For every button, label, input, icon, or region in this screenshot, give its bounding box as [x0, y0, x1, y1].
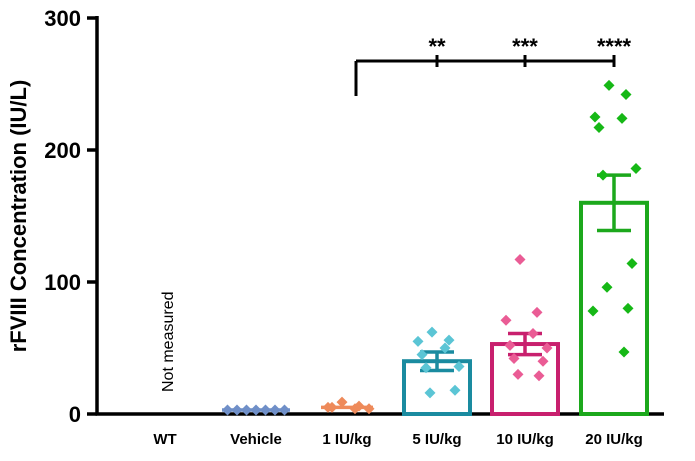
- x-tick-label: 20 IU/kg: [585, 431, 643, 448]
- data-point: [593, 122, 605, 134]
- data-point: [222, 404, 233, 416]
- data-point: [630, 162, 642, 174]
- data-point: [279, 404, 290, 416]
- data-point: [439, 342, 451, 354]
- data-point: [269, 404, 281, 416]
- data-point: [363, 403, 375, 415]
- y-axis: 0 100 200 300: [44, 6, 99, 427]
- y-axis-label: rFVIII Concentration (IU/L): [6, 80, 31, 353]
- x-tick-label: WT: [153, 431, 176, 448]
- data-point: [533, 370, 545, 382]
- data-point: [453, 360, 465, 372]
- significance-label: **: [428, 34, 446, 59]
- data-point: [597, 169, 609, 181]
- data-point: [603, 79, 615, 91]
- data-point: [250, 404, 262, 416]
- data-point: [349, 403, 361, 415]
- x-tick-label: 10 IU/kg: [496, 431, 554, 448]
- data-point: [620, 89, 632, 101]
- data-point: [504, 339, 516, 351]
- data-point: [626, 258, 638, 270]
- data-point: [541, 342, 553, 354]
- data-point: [416, 349, 428, 361]
- y-tick-label: 0: [69, 402, 81, 427]
- significance-label: ****: [597, 34, 632, 59]
- data-point: [420, 362, 432, 374]
- significance-label: ***: [512, 34, 538, 59]
- y-tick-label: 300: [44, 6, 81, 31]
- data-point: [231, 404, 243, 416]
- data-point: [443, 334, 455, 346]
- data-points: [222, 79, 642, 416]
- data-point: [426, 326, 438, 338]
- data-point: [508, 353, 520, 365]
- bars: [222, 173, 649, 417]
- x-tick-label: Vehicle: [230, 431, 282, 448]
- data-point: [260, 404, 271, 416]
- data-point: [336, 396, 348, 408]
- y-tick-label: 200: [44, 138, 81, 163]
- data-point: [589, 111, 601, 123]
- not-measured-annotation: Not measured: [160, 292, 177, 393]
- data-point: [622, 302, 634, 314]
- x-tick-label: 1 IU/kg: [322, 431, 371, 448]
- data-point: [449, 384, 461, 396]
- data-point: [514, 254, 526, 266]
- data-point: [326, 401, 338, 413]
- data-point: [618, 346, 630, 358]
- data-point: [616, 112, 628, 124]
- data-point: [241, 404, 252, 416]
- data-point: [512, 368, 524, 380]
- data-point: [537, 355, 549, 367]
- x-axis: WT Vehicle 1 IU/kg 5 IU/kg 10 IU/kg 20 IU/kg: [95, 412, 664, 448]
- x-tick-label: 5 IU/kg: [412, 431, 461, 448]
- y-tick-label: 100: [44, 270, 81, 295]
- data-point: [412, 335, 424, 347]
- significance-brackets: ** *** ****: [354, 34, 632, 96]
- data-point: [527, 327, 539, 339]
- data-point: [587, 305, 599, 317]
- data-point: [500, 314, 512, 326]
- data-point: [424, 387, 436, 399]
- data-point: [531, 306, 543, 318]
- data-point: [601, 281, 613, 293]
